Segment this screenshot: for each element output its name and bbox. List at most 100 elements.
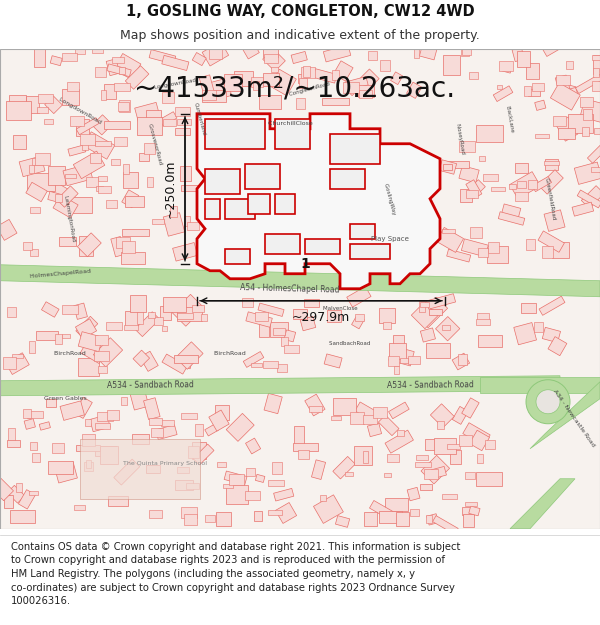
Bar: [452, 406, 469, 424]
Bar: [132, 434, 149, 444]
Polygon shape: [80, 439, 200, 499]
Bar: [268, 480, 284, 486]
Bar: [62, 89, 79, 105]
Text: ~250.0m: ~250.0m: [164, 159, 177, 218]
Bar: [90, 415, 110, 432]
Bar: [53, 195, 78, 218]
Text: Longdown​Road: Longdown​Road: [58, 97, 102, 125]
Bar: [484, 174, 498, 181]
Bar: [32, 453, 40, 461]
Bar: [234, 71, 253, 86]
Bar: [420, 484, 432, 490]
Bar: [226, 413, 254, 441]
Bar: [130, 295, 146, 312]
Bar: [521, 303, 536, 313]
Bar: [476, 125, 503, 142]
Bar: [180, 166, 191, 181]
Bar: [560, 88, 578, 99]
Bar: [256, 474, 265, 482]
Bar: [205, 516, 215, 522]
Bar: [592, 81, 600, 91]
Bar: [187, 222, 199, 229]
Bar: [355, 402, 377, 421]
Bar: [419, 40, 439, 60]
Bar: [269, 69, 296, 96]
Bar: [28, 173, 55, 191]
Bar: [539, 296, 565, 316]
Bar: [243, 351, 264, 368]
Bar: [202, 91, 216, 100]
Bar: [479, 156, 485, 161]
Bar: [29, 491, 38, 496]
Bar: [311, 460, 326, 479]
Bar: [284, 330, 296, 342]
Bar: [202, 41, 229, 66]
Bar: [149, 418, 163, 426]
Bar: [60, 401, 85, 421]
Bar: [76, 119, 89, 136]
Bar: [66, 197, 92, 213]
Bar: [550, 82, 580, 110]
Bar: [346, 79, 362, 96]
Bar: [443, 164, 452, 170]
Bar: [181, 185, 203, 191]
Bar: [424, 469, 439, 479]
Bar: [313, 495, 343, 523]
Bar: [313, 69, 337, 83]
Bar: [253, 81, 259, 91]
Bar: [90, 153, 101, 163]
Bar: [581, 127, 589, 136]
Bar: [535, 322, 544, 332]
Bar: [476, 313, 488, 322]
Bar: [12, 354, 23, 358]
Bar: [202, 89, 226, 102]
Polygon shape: [480, 377, 600, 392]
Bar: [532, 176, 551, 192]
Bar: [182, 355, 193, 369]
Bar: [298, 449, 309, 459]
Bar: [170, 206, 176, 217]
Bar: [135, 312, 160, 337]
Bar: [162, 56, 189, 71]
Bar: [29, 341, 35, 352]
Bar: [304, 66, 310, 78]
Text: Holmes​Chapel​Road: Holmes​Chapel​Road: [29, 269, 91, 279]
Bar: [106, 201, 117, 208]
Bar: [431, 466, 446, 479]
Bar: [281, 337, 287, 346]
Bar: [459, 166, 479, 182]
Bar: [416, 455, 428, 459]
Bar: [538, 231, 565, 253]
Bar: [410, 509, 419, 516]
Bar: [0, 478, 13, 501]
Bar: [70, 116, 84, 126]
Bar: [583, 109, 592, 121]
Bar: [94, 338, 122, 367]
Bar: [590, 167, 600, 172]
Bar: [175, 128, 190, 135]
Bar: [332, 398, 356, 415]
Bar: [125, 66, 149, 89]
Text: A54 - Holmes​Chapel Road: A54 - Holmes​Chapel Road: [240, 283, 340, 294]
Bar: [379, 308, 395, 323]
Bar: [86, 461, 91, 468]
Bar: [92, 115, 112, 135]
Bar: [94, 351, 109, 361]
Bar: [568, 114, 593, 133]
Bar: [556, 76, 571, 85]
Bar: [74, 505, 85, 511]
Bar: [509, 184, 516, 189]
Bar: [82, 434, 95, 446]
Bar: [205, 424, 218, 436]
Bar: [394, 366, 399, 374]
Bar: [284, 345, 299, 353]
Bar: [544, 161, 559, 166]
Bar: [528, 180, 537, 189]
Bar: [359, 90, 371, 98]
Bar: [362, 451, 368, 463]
Bar: [298, 74, 306, 83]
Bar: [55, 334, 62, 344]
Bar: [184, 514, 197, 526]
Bar: [4, 357, 16, 369]
Bar: [274, 488, 294, 501]
